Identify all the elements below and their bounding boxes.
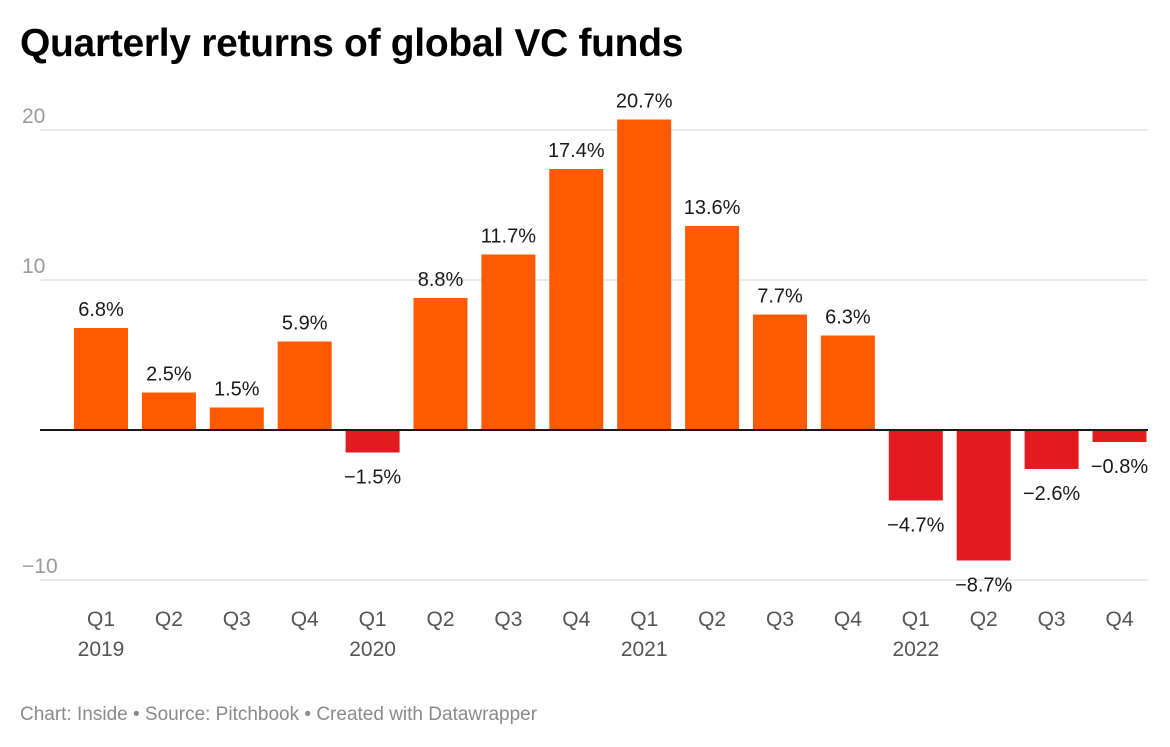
- data-label: 5.9%: [282, 313, 328, 335]
- y-axis-labels: 20 10 −10: [22, 105, 58, 578]
- bar: [888, 430, 943, 501]
- x-axis-labels: Q1 2019 Q2 Q3 Q4 Q1 2020 Q2 Q3 Q4 Q1 2021 Q2 Q3 Q4 Q1 20…: [78, 608, 1134, 661]
- data-label: 20.7%: [616, 91, 673, 113]
- data-label: −8.7%: [955, 575, 1012, 597]
- x-year-label: 2022: [892, 638, 939, 661]
- x-tick-label: Q2: [155, 608, 183, 631]
- x-tick-label: Q4: [1105, 608, 1133, 631]
- bars: [74, 119, 1147, 561]
- data-label: −0.8%: [1091, 456, 1148, 478]
- bar: [549, 169, 604, 430]
- data-label: 11.7%: [481, 226, 536, 248]
- data-label: 2.5%: [146, 364, 192, 386]
- data-label: −2.6%: [1023, 483, 1080, 505]
- bar: [1024, 430, 1079, 469]
- x-tick-label: Q3: [766, 608, 794, 631]
- x-tick-label: Q2: [426, 608, 454, 631]
- data-label: 13.6%: [684, 197, 741, 219]
- bar: [141, 392, 196, 430]
- x-tick-label: Q2: [698, 608, 726, 631]
- data-label: 6.8%: [78, 299, 124, 321]
- y-tick-label: 20: [22, 105, 45, 128]
- bar: [345, 430, 400, 453]
- data-label: 1.5%: [214, 379, 260, 401]
- x-tick-label: Q1: [630, 608, 658, 631]
- data-label: −1.5%: [344, 467, 401, 489]
- bar: [1092, 430, 1147, 442]
- data-label: −4.7%: [887, 515, 944, 537]
- x-year-label: 2019: [78, 638, 125, 661]
- bar: [956, 430, 1011, 561]
- bar-chart: 6.8% 2.5% 1.5% 5.9% −1.5% 8.8% 11.7% 17.4% 20.7%…: [22, 91, 1148, 662]
- data-label: 17.4%: [548, 140, 605, 162]
- x-tick-label: Q4: [562, 608, 590, 631]
- bar: [820, 335, 875, 430]
- bar: [617, 119, 672, 430]
- chart-title: Quarterly returns of global VC funds: [20, 22, 684, 65]
- x-tick-label: Q4: [834, 608, 862, 631]
- bar: [74, 328, 128, 430]
- x-tick-label: Q1: [359, 608, 387, 631]
- data-labels: 6.8% 2.5% 1.5% 5.9% −1.5% 8.8% 11.7% 17.4% 20.7%…: [78, 91, 1148, 597]
- x-tick-label: Q3: [223, 608, 251, 631]
- data-label: 8.8%: [418, 269, 464, 291]
- bar: [277, 341, 332, 430]
- x-tick-label: Q3: [494, 608, 522, 631]
- x-tick-label: Q1: [902, 608, 930, 631]
- bar: [753, 314, 807, 430]
- data-label: 7.7%: [757, 286, 803, 308]
- y-tick-label: 10: [22, 255, 45, 278]
- data-label: 6.3%: [825, 307, 871, 329]
- x-year-label: 2021: [621, 638, 668, 661]
- bar: [413, 298, 468, 430]
- x-tick-label: Q1: [87, 608, 115, 631]
- bar: [209, 407, 264, 430]
- bar: [685, 226, 740, 430]
- bar: [481, 254, 536, 430]
- x-year-label: 2020: [349, 638, 396, 661]
- y-tick-label: −10: [22, 555, 58, 578]
- x-tick-label: Q4: [291, 608, 319, 631]
- x-tick-label: Q3: [1038, 608, 1066, 631]
- chart-footer: Chart: Inside • Source: Pitchbook • Crea…: [20, 704, 538, 725]
- x-tick-label: Q2: [970, 608, 998, 631]
